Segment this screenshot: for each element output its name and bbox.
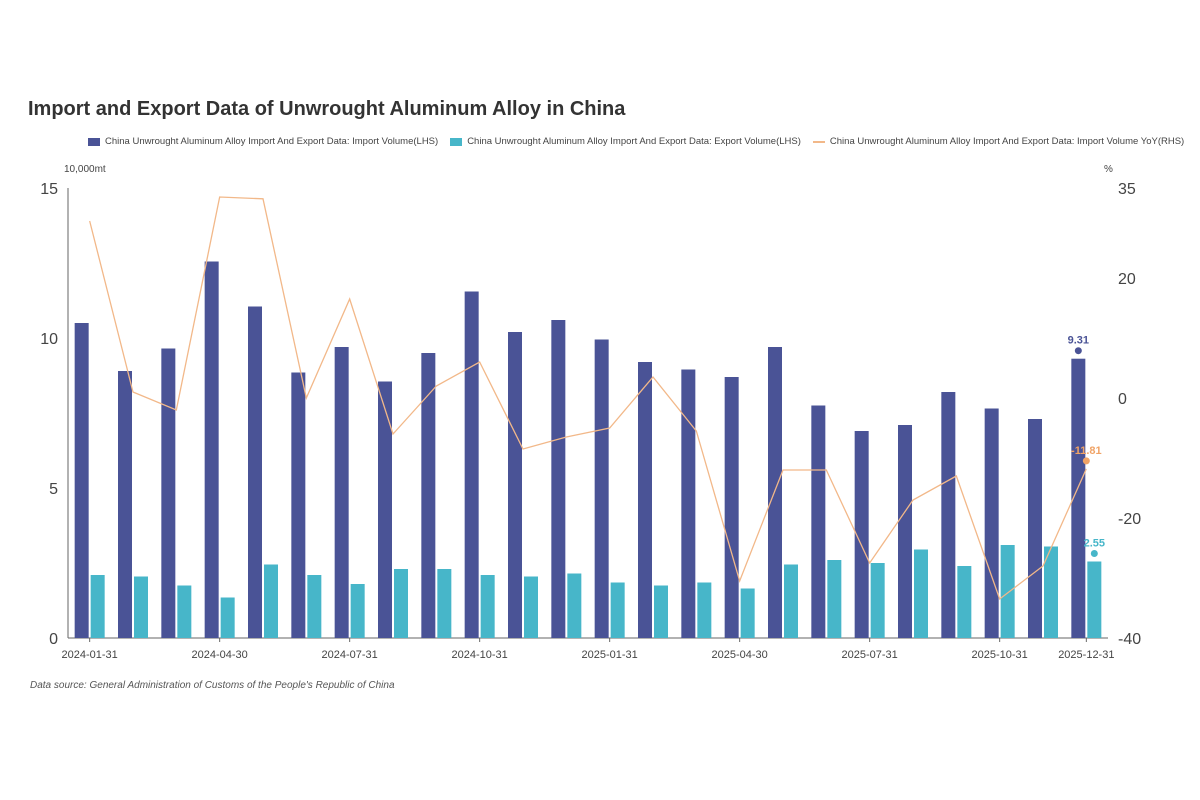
bar-import bbox=[898, 425, 912, 638]
bar-export bbox=[697, 582, 712, 638]
bar-import bbox=[378, 381, 392, 638]
annotation-marker bbox=[1082, 457, 1090, 465]
right-tick-label: 20 bbox=[1118, 271, 1136, 288]
bar-import bbox=[768, 347, 782, 638]
legend: China Unwrought Aluminum Alloy Import An… bbox=[88, 136, 1196, 147]
legend-label-export: China Unwrought Aluminum Alloy Import An… bbox=[467, 136, 801, 147]
bar-import bbox=[594, 339, 609, 638]
legend-label-yoy: China Unwrought Aluminum Alloy Import An… bbox=[829, 136, 1185, 147]
data-source: Data source: General Administration of C… bbox=[30, 680, 395, 691]
left-tick-label: 15 bbox=[40, 181, 58, 198]
bar-export bbox=[134, 576, 148, 638]
bar-export bbox=[914, 549, 928, 638]
bar-export bbox=[610, 582, 625, 638]
bar-import bbox=[118, 371, 132, 638]
x-tick-label: 2025-07-31 bbox=[842, 649, 898, 661]
bar-export bbox=[350, 584, 365, 638]
annotation-marker bbox=[1090, 550, 1098, 557]
bar-import bbox=[291, 372, 306, 638]
bar-import bbox=[248, 306, 262, 638]
x-tick-label: 2025-04-30 bbox=[712, 649, 768, 661]
bar-export bbox=[524, 576, 538, 638]
left-tick-label: 5 bbox=[49, 481, 58, 498]
bar-export bbox=[394, 569, 408, 638]
right-tick-label: 35 bbox=[1118, 181, 1136, 198]
bar-export bbox=[437, 569, 452, 638]
bar-import bbox=[984, 408, 999, 638]
x-tick-label: 2024-04-30 bbox=[192, 649, 248, 661]
right-axis-unit: % bbox=[1104, 164, 1113, 175]
bar-export bbox=[654, 585, 668, 638]
bar-export bbox=[177, 585, 192, 638]
left-tick-label: 0 bbox=[49, 631, 58, 648]
bar-import bbox=[421, 353, 436, 638]
bar-import bbox=[941, 392, 956, 638]
legend-swatch-yoy bbox=[812, 140, 825, 143]
legend-item-yoy[interactable]: China Unwrought Aluminum Alloy Import An… bbox=[812, 136, 1185, 147]
right-tick-label: -20 bbox=[1118, 511, 1141, 528]
bar-export bbox=[1000, 545, 1015, 638]
left-axis-unit: 10,000mt bbox=[64, 164, 106, 175]
bar-export bbox=[307, 575, 322, 638]
bar-import bbox=[334, 347, 349, 638]
bar-import bbox=[74, 323, 89, 638]
bar-import bbox=[724, 377, 739, 638]
bar-export bbox=[827, 560, 842, 638]
x-tick-label: 2024-10-31 bbox=[452, 649, 508, 661]
chart-title: Import and Export Data of Unwrought Alum… bbox=[28, 98, 626, 120]
x-tick-label: 2024-01-31 bbox=[62, 649, 118, 661]
bar-export bbox=[90, 575, 105, 638]
bar-import bbox=[551, 320, 566, 638]
bar-export bbox=[480, 575, 495, 638]
bar-export bbox=[220, 597, 235, 638]
bar-import bbox=[1028, 419, 1042, 638]
annotation-label: 2.55 bbox=[1084, 538, 1105, 550]
legend-item-export[interactable]: China Unwrought Aluminum Alloy Import An… bbox=[450, 136, 801, 147]
bar-import bbox=[854, 431, 869, 638]
bar-import bbox=[811, 405, 826, 638]
legend-label-import: China Unwrought Aluminum Alloy Import An… bbox=[105, 136, 439, 147]
bar-export bbox=[784, 564, 798, 638]
legend-swatch-import bbox=[88, 137, 100, 146]
legend-swatch-export bbox=[450, 137, 463, 146]
bar-export bbox=[1044, 546, 1058, 638]
bar-import bbox=[508, 332, 522, 638]
x-tick-label: 2025-01-31 bbox=[582, 649, 638, 661]
bar-import bbox=[638, 362, 652, 638]
bar-export bbox=[870, 563, 885, 638]
x-tick-label: 2025-10-31 bbox=[972, 649, 1028, 661]
line-yoy bbox=[89, 196, 1087, 601]
annotation-marker bbox=[1074, 347, 1082, 355]
legend-item-import[interactable]: China Unwrought Aluminum Alloy Import An… bbox=[88, 136, 438, 147]
right-tick-label: 0 bbox=[1118, 391, 1127, 408]
bar-export bbox=[264, 564, 278, 638]
bar-import bbox=[204, 261, 219, 638]
bar-export bbox=[957, 566, 972, 638]
annotation-label: -11.81 bbox=[1071, 445, 1102, 457]
bar-export bbox=[1087, 561, 1102, 638]
bar-export bbox=[567, 573, 582, 638]
bar-import bbox=[681, 369, 696, 638]
x-tick-label: 2025-12-31 bbox=[1058, 649, 1114, 661]
bar-import bbox=[161, 348, 176, 638]
right-tick-label: -40 bbox=[1118, 631, 1141, 648]
bar-export bbox=[740, 588, 755, 638]
x-tick-label: 2024-07-31 bbox=[322, 649, 378, 661]
bar-import bbox=[1071, 358, 1086, 638]
bar-import bbox=[464, 291, 479, 638]
annotation-label: 9.31 bbox=[1068, 335, 1089, 347]
left-tick-label: 10 bbox=[40, 331, 58, 348]
